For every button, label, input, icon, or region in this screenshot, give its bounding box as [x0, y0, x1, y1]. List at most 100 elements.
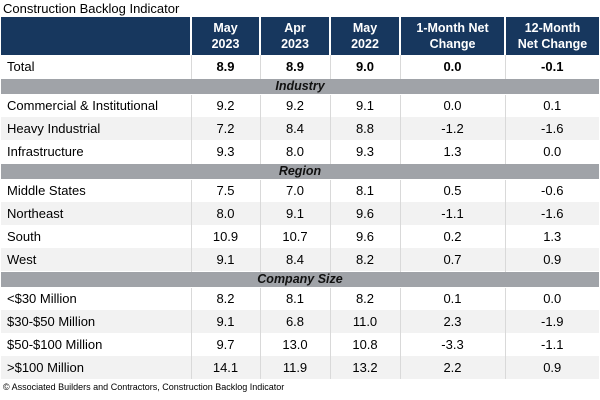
table-row: South 10.9 10.7 9.6 0.2 1.3: [1, 225, 599, 248]
source-attribution: © Associated Builders and Contractors, C…: [3, 382, 285, 392]
cell-value: 0.0: [504, 287, 599, 310]
row-label: Commercial & Institutional: [7, 98, 158, 114]
cell-value: -3.3: [399, 333, 505, 356]
cell-value: 9.3: [329, 140, 400, 163]
column-header: 1-Month Net Change: [399, 17, 505, 55]
cell-value: 9.1: [190, 248, 260, 271]
cell-value: -1.6: [504, 117, 599, 140]
cell-value: 0.5: [399, 179, 505, 202]
row-label: Middle States: [7, 183, 86, 199]
row-label: $50-$100 Million: [7, 337, 103, 352]
row-label: South: [7, 229, 41, 244]
column-header: Apr 2023: [259, 17, 330, 55]
cell-value: 8.0: [259, 140, 330, 163]
cell-value: 9.3: [190, 140, 260, 163]
table-row: Heavy Industrial 7.2 8.4 8.8 -1.2 -1.6: [1, 117, 599, 140]
cell-value: 9.7: [190, 333, 260, 356]
row-label: West: [1, 248, 191, 271]
row-label: >$100 Million: [1, 356, 191, 379]
cell-value: 0.2: [399, 225, 505, 248]
table-row: $50-$100 Million 9.7 13.0 10.8 -3.3 -1.1: [1, 333, 599, 356]
cell-value: 9.1: [190, 310, 260, 333]
column-header: 12-Month Net Change: [504, 17, 599, 55]
table-row: Infrastructure 9.3 8.0 9.3 1.3 0.0: [1, 140, 599, 163]
cell-value: 0.1: [399, 287, 505, 310]
cell-value: 8.9: [190, 55, 260, 78]
cell-value: 0.7: [399, 248, 505, 271]
cell-value: 1.3: [399, 140, 505, 163]
cell-value: -0.6: [504, 179, 599, 202]
cell-value: 9.1: [259, 202, 330, 225]
cell-value: 8.2: [190, 287, 260, 310]
cell-value: 0.0: [399, 55, 505, 78]
total-row: Total 8.9 8.9 9.0 0.0 -0.1: [1, 55, 599, 78]
page-title: Construction Backlog Indicator: [3, 1, 180, 16]
table-body: Total 8.9 8.9 9.0 0.0 -0.1 Industry Commercial …: [1, 55, 599, 379]
cell-value: 14.1: [190, 356, 260, 379]
column-header: May 2022: [329, 17, 400, 55]
cell-value: 10.7: [259, 225, 330, 248]
table-row: >$100 Million 14.1 11.9 13.2 2.2 0.9: [1, 356, 599, 379]
section-header-row: Company Size: [1, 270, 599, 288]
table-row: Middle States 7.5 7.0 8.1 0.5 -0.6: [1, 179, 599, 202]
cell-value: 0.1: [504, 94, 599, 117]
cell-value: 7.0: [259, 179, 330, 202]
table-row: Commercial & Institutional 9.2 9.2 9.1 0.0 0.…: [1, 94, 599, 117]
row-label: Infrastructure: [7, 143, 84, 159]
table-row: <$30 Million 8.2 8.1 8.2 0.1 0.0: [1, 287, 599, 310]
row-label: Total: [7, 58, 35, 74]
cell-value: 9.2: [259, 94, 330, 117]
header-row: May 2023 Apr 2023 May 2022 1-Month Net Chan…: [1, 17, 599, 55]
table-row: $30-$50 Million 9.1 6.8 11.0 2.3 -1.9: [1, 310, 599, 333]
cell-value: -1.1: [504, 333, 599, 356]
cell-value: 8.2: [329, 248, 400, 271]
cell-value: 1.3: [504, 225, 599, 248]
cell-value: 9.0: [329, 55, 400, 78]
cell-value: 0.0: [504, 140, 599, 163]
cell-value: 8.9: [259, 55, 330, 78]
cell-value: 6.8: [259, 310, 330, 333]
cell-value: 0.9: [504, 248, 599, 271]
section-label: Company Size: [1, 270, 599, 288]
cell-value: 9.6: [329, 225, 400, 248]
row-label: $30-$50 Million: [1, 310, 191, 333]
cell-value: 8.1: [259, 287, 330, 310]
section-header-row: Region: [1, 162, 599, 180]
cell-value: 0.0: [399, 94, 505, 117]
row-label: Northeast: [1, 202, 191, 225]
table-row: Northeast 8.0 9.1 9.6 -1.1 -1.6: [1, 202, 599, 225]
cell-value: -1.2: [399, 117, 505, 140]
corner-cell: [1, 17, 191, 55]
cell-value: 9.2: [190, 94, 260, 117]
cell-value: 10.8: [329, 333, 400, 356]
cell-value: -1.1: [399, 202, 505, 225]
section-label: Region: [1, 162, 599, 180]
cell-value: 8.2: [329, 287, 400, 310]
section-label: Industry: [1, 77, 599, 95]
cell-value: 0.9: [504, 356, 599, 379]
cell-value: 8.1: [329, 179, 400, 202]
cell-value: 11.0: [329, 310, 400, 333]
row-label: Heavy Industrial: [1, 117, 191, 140]
cell-value: 11.9: [259, 356, 330, 379]
cell-value: 7.2: [190, 117, 260, 140]
cell-value: 2.2: [399, 356, 505, 379]
table-header: May 2023 Apr 2023 May 2022 1-Month Net Chan…: [1, 17, 599, 55]
section-header-row: Industry: [1, 77, 599, 95]
cell-value: 8.0: [190, 202, 260, 225]
cell-value: 8.4: [259, 117, 330, 140]
cell-value: 10.9: [190, 225, 260, 248]
backlog-table: May 2023 Apr 2023 May 2022 1-Month Net Chan…: [1, 17, 599, 379]
cell-value: 2.3: [399, 310, 505, 333]
cell-value: 8.4: [259, 248, 330, 271]
cell-value: 9.1: [329, 94, 400, 117]
table-row: West 9.1 8.4 8.2 0.7 0.9: [1, 248, 599, 271]
cell-value: -1.9: [504, 310, 599, 333]
cell-value: -0.1: [504, 55, 599, 78]
cell-value: 13.0: [259, 333, 330, 356]
column-header: May 2023: [190, 17, 260, 55]
cell-value: 13.2: [329, 356, 400, 379]
cell-value: 9.6: [329, 202, 400, 225]
row-label: <$30 Million: [7, 291, 77, 307]
